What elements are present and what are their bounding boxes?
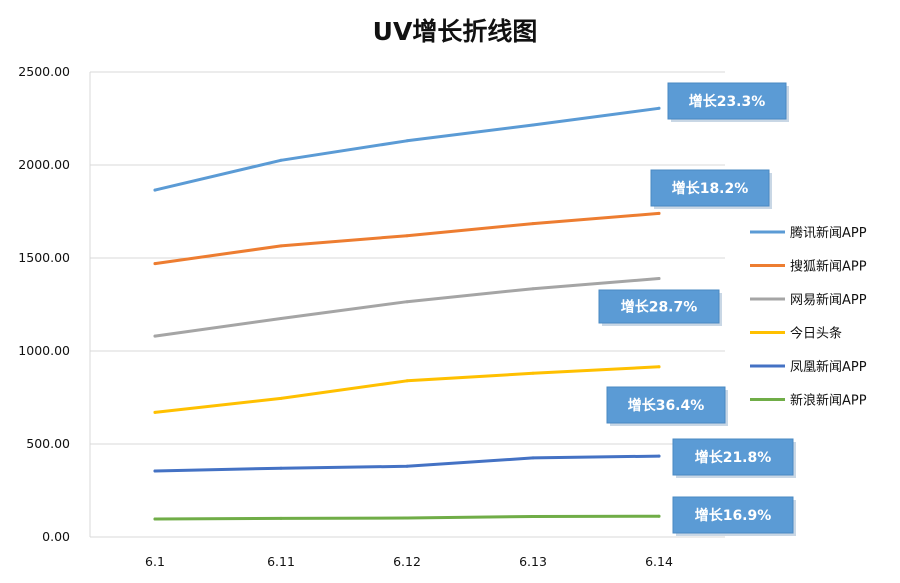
data-point [153,517,157,521]
legend-label: 网易新闻APP [790,292,867,308]
y-tick-label: 1000.00 [18,343,70,358]
data-point [279,396,283,400]
growth-callout-box [650,169,770,207]
data-point [531,371,535,375]
data-point [531,515,535,518]
data-point [405,139,409,143]
legend-label: 新浪新闻APP [790,393,867,409]
legend-label: 腾讯新闻APP [790,225,867,241]
data-point [531,123,535,127]
x-tick-label: 6.1 [145,554,165,569]
y-tick-label: 2000.00 [18,157,70,172]
chart-title: UV增长折线图 [373,17,538,46]
series-line-4 [153,365,661,414]
data-point [405,234,409,238]
growth-callout-label: 增长23.3% [689,93,766,110]
legend-label: 凤凰新闻APP [790,359,867,375]
data-point [657,514,661,518]
y-tick-label: 500.00 [26,436,70,451]
data-point [153,410,157,414]
data-point [657,106,661,110]
series-line-3 [153,277,661,338]
data-point [405,464,409,468]
growth-callouts: 增长23.3% 增长18.2% 增长28.7% 增长36.4% 增长21.8% 增长16.… [598,82,796,536]
data-point [153,262,157,266]
data-point [657,454,661,458]
data-point [279,466,283,470]
data-point [657,211,661,215]
data-point [153,334,157,338]
x-tick-label: 6.12 [393,554,421,569]
x-tick-label: 6.11 [267,554,295,569]
data-point [531,287,535,291]
data-point [279,516,283,520]
series-line-1 [153,106,661,192]
growth-callout-box [667,82,787,120]
data-point [405,300,409,304]
growth-callout-box [606,386,726,424]
y-tick-label: 0.00 [42,529,70,544]
data-point [279,244,283,248]
growth-callout-box [672,438,794,476]
data-point [153,469,157,473]
data-point [657,365,661,369]
data-point [279,317,283,320]
series-line-5 [153,454,661,473]
data-point [405,379,409,383]
growth-callout-label: 增长16.9% [695,507,772,524]
series-lines [153,106,661,521]
growth-callout-label: 增长21.8% [695,449,772,466]
x-tick-label: 6.13 [519,554,547,569]
data-point [279,158,283,162]
growth-callout-box [672,496,794,534]
data-point [153,188,157,192]
legend-label: 今日头条 [790,326,842,342]
data-point [405,516,409,520]
data-point [531,456,535,460]
x-tick-label: 6.14 [645,554,673,569]
growth-callout-box [598,289,720,324]
x-axis-ticks: 6.1 6.11 6.12 6.13 6.14 [145,554,673,569]
legend-label: 搜狐新闻APP [790,259,867,275]
growth-callout-label: 增长36.4% [628,397,705,414]
series-line-2 [153,211,661,266]
y-axis-ticks: 0.00 500.00 1000.00 1500.00 2000.00 2500.00 [18,64,70,544]
data-point [657,277,661,280]
y-tick-label: 2500.00 [18,64,70,79]
growth-callout-label: 增长18.2% [672,180,749,197]
y-tick-label: 1500.00 [18,250,70,265]
data-point [531,222,535,226]
growth-callout-label: 增长28.7% [621,299,698,316]
